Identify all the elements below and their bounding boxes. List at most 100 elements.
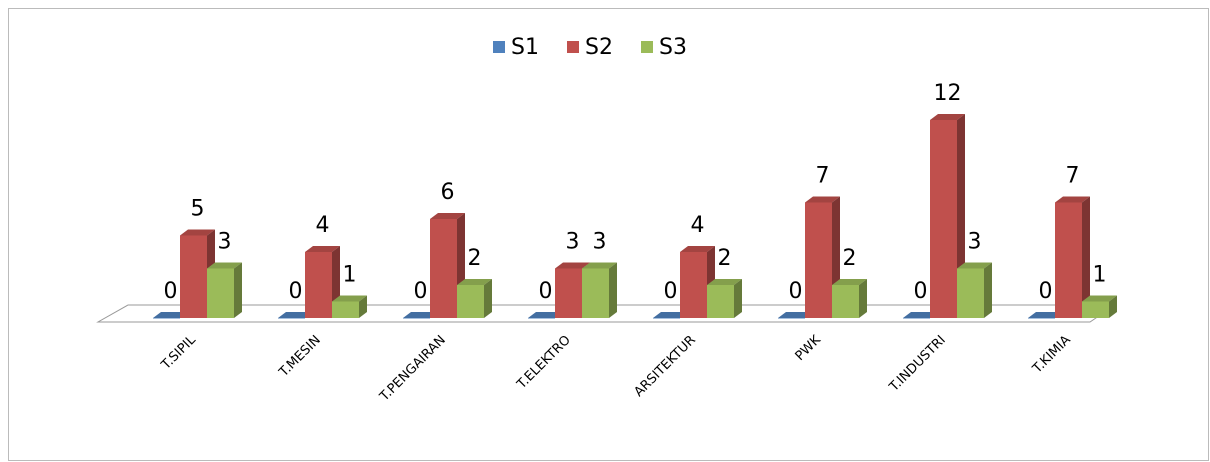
bar [778, 312, 813, 319]
bar-front [1055, 202, 1082, 318]
bar-front [582, 268, 609, 318]
value-label: 3 [218, 230, 232, 255]
value-label: 4 [316, 213, 330, 238]
legend-swatch [641, 41, 653, 53]
legend-label: S1 [511, 35, 539, 60]
bar-front [832, 285, 859, 318]
value-label: 7 [1066, 164, 1080, 189]
bar-top [653, 312, 688, 318]
bar-top [555, 262, 590, 269]
value-label: 4 [691, 213, 705, 238]
value-label: 3 [566, 230, 580, 255]
bar-front [778, 318, 805, 319]
bar [528, 312, 563, 319]
bar-front [153, 318, 180, 319]
bar-side [1109, 295, 1117, 318]
bar-front [555, 268, 582, 318]
value-label: 0 [164, 279, 178, 304]
bar-side [859, 279, 867, 318]
bar-front [457, 285, 484, 318]
bar-top [332, 295, 367, 302]
bar-side [359, 295, 367, 318]
bar [582, 262, 617, 318]
bar-front [930, 120, 957, 318]
bar [403, 312, 438, 319]
bar-top [430, 213, 465, 219]
bar [832, 279, 867, 318]
bar [305, 246, 340, 318]
bar-side [484, 279, 492, 318]
bar-side [1082, 196, 1090, 318]
bar-front [207, 268, 234, 318]
value-label: 1 [343, 263, 357, 288]
bar-top [957, 262, 992, 269]
bar-top [582, 262, 617, 269]
bar-top [680, 246, 715, 252]
bar-top [305, 246, 340, 252]
bar-top [528, 312, 563, 318]
bar-top [153, 312, 188, 318]
bar [1082, 295, 1117, 318]
bar-top [207, 262, 242, 269]
value-label: 3 [968, 230, 982, 255]
bar [430, 213, 465, 318]
value-label: 2 [843, 246, 857, 271]
value-label: 2 [718, 246, 732, 271]
bar-front [332, 301, 359, 318]
bar-top [180, 229, 215, 236]
bar-top [707, 279, 742, 285]
bar [207, 262, 242, 318]
bar [153, 312, 188, 319]
value-label: 0 [539, 279, 553, 304]
bar [278, 312, 313, 319]
value-label: 0 [289, 279, 303, 304]
legend-swatch [493, 41, 505, 53]
value-label: 1 [1093, 263, 1107, 288]
bar-top [1028, 312, 1063, 318]
bar-side [234, 262, 242, 318]
bar-side [734, 279, 742, 318]
value-label: 0 [914, 279, 928, 304]
bar-top [778, 312, 813, 318]
bar-front [707, 285, 734, 318]
value-label: 0 [1039, 279, 1053, 304]
value-label: 2 [468, 246, 482, 271]
legend-label: S2 [585, 35, 613, 60]
bar [1028, 312, 1063, 319]
bar-side [984, 262, 992, 318]
bar-top [457, 279, 492, 285]
bar-front [528, 318, 555, 319]
bar-front [680, 252, 707, 318]
bar-front [403, 318, 430, 319]
bar-front [1028, 318, 1055, 319]
bar-front [430, 219, 457, 318]
bar-top [278, 312, 313, 318]
bar [457, 279, 492, 318]
bar-front [805, 202, 832, 318]
bar-top [903, 312, 938, 318]
bar-top [930, 114, 965, 120]
value-label: 6 [441, 180, 455, 205]
bar-top [403, 312, 438, 318]
value-label: 12 [934, 81, 962, 106]
value-label: 3 [593, 230, 607, 255]
value-label: 0 [789, 279, 803, 304]
bar-top [832, 279, 867, 285]
bar [903, 312, 938, 319]
value-label: 0 [664, 279, 678, 304]
value-label: 5 [191, 197, 205, 222]
bar [1055, 196, 1090, 318]
bar-front [653, 318, 680, 319]
bar-front [1082, 301, 1109, 318]
bar [332, 295, 367, 318]
legend-label: S3 [659, 35, 687, 60]
bar [957, 262, 992, 318]
bar-top [1055, 196, 1090, 203]
bar-front [903, 318, 930, 319]
bar-front [180, 235, 207, 318]
bar [707, 279, 742, 318]
bar-top [805, 196, 840, 203]
value-label: 7 [816, 164, 830, 189]
bar-top [1082, 295, 1117, 302]
